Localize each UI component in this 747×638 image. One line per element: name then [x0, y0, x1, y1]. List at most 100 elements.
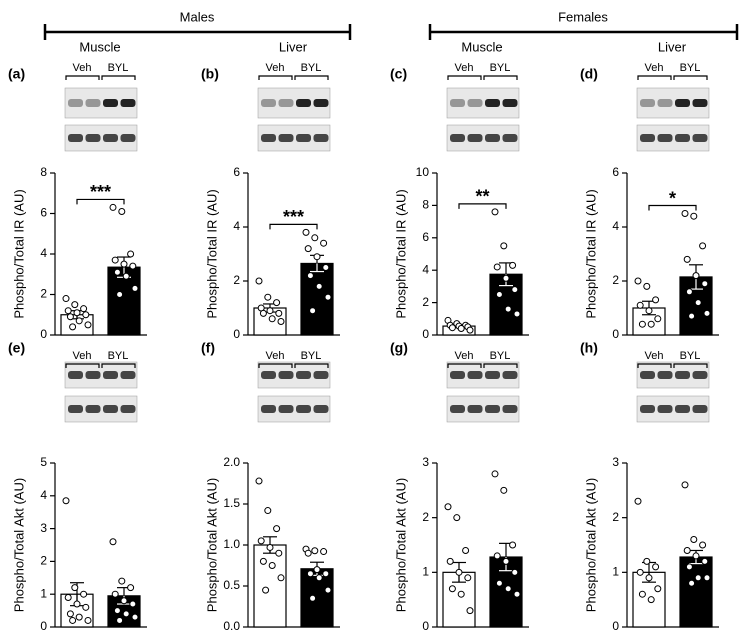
y-axis-label: Phospho/Total Akt (AU) — [583, 478, 598, 612]
data-point — [685, 288, 693, 296]
data-point — [502, 274, 510, 282]
blot-bracket — [65, 363, 100, 368]
y-tick-label: 2.0 — [223, 455, 240, 469]
blot-label: BYL — [680, 350, 701, 362]
blot-label: BYL — [490, 350, 511, 362]
data-point — [701, 557, 709, 565]
blot-label: BYL — [490, 62, 511, 74]
data-point — [690, 212, 698, 220]
blot-band — [261, 371, 276, 379]
blot-band — [120, 371, 136, 379]
data-point — [304, 549, 312, 557]
data-point — [692, 552, 700, 560]
data-point — [262, 586, 270, 594]
data-point — [62, 295, 70, 303]
blot-band — [692, 405, 708, 413]
data-point — [513, 590, 521, 598]
panel-label: (c) — [390, 66, 407, 82]
data-point — [636, 568, 644, 576]
data-point — [80, 590, 88, 598]
panel-label: (f) — [201, 340, 215, 356]
blot-label: BYL — [108, 350, 129, 362]
blot-band — [640, 134, 655, 142]
data-point — [466, 326, 474, 334]
blot-bracket — [294, 363, 329, 368]
data-point — [699, 541, 707, 549]
panel-label: (d) — [580, 66, 598, 82]
data-point — [273, 525, 281, 533]
data-point — [324, 586, 332, 594]
blot-band — [450, 371, 465, 379]
y-tick-label: 2 — [612, 510, 619, 524]
data-point — [500, 486, 508, 494]
blot-band — [278, 134, 294, 142]
data-point — [73, 600, 81, 608]
data-point — [306, 272, 314, 280]
data-point — [111, 590, 119, 598]
y-tick-label: 5 — [40, 455, 47, 469]
blot-label: Veh — [455, 350, 474, 362]
data-point — [647, 320, 655, 328]
blot-band — [485, 134, 500, 142]
data-point — [309, 594, 317, 602]
y-tick-label: 1 — [422, 565, 429, 579]
blot-band — [120, 405, 136, 413]
data-point — [111, 256, 119, 264]
blot-band — [467, 405, 483, 413]
data-point — [509, 541, 517, 549]
y-tick-label: 4 — [612, 219, 619, 233]
data-point — [116, 616, 124, 624]
blot-band — [657, 405, 673, 413]
data-point — [277, 318, 285, 325]
data-point — [513, 310, 521, 318]
data-point — [457, 325, 465, 333]
data-point — [82, 603, 90, 611]
data-point — [266, 543, 274, 551]
blot — [446, 87, 520, 119]
y-tick-label: 6 — [422, 230, 429, 244]
data-point — [638, 320, 646, 328]
panel-label: (h) — [580, 340, 598, 356]
blot-band — [675, 405, 690, 413]
y-tick-label: 1 — [40, 586, 47, 600]
data-point — [109, 538, 117, 546]
y-tick-label: 4 — [422, 262, 429, 276]
blot-label: BYL — [680, 62, 701, 74]
tissue-label: Liver — [658, 39, 687, 54]
blot-band — [278, 99, 294, 107]
sig-bracket — [648, 204, 697, 211]
data-point — [64, 593, 72, 601]
panel-label: (e) — [8, 340, 25, 356]
data-point — [129, 262, 137, 270]
data-point — [113, 607, 121, 615]
data-point — [309, 307, 317, 315]
blot-band — [103, 134, 118, 142]
blot-band — [657, 371, 673, 379]
data-point — [118, 207, 126, 215]
data-point — [113, 268, 121, 276]
blot-band — [296, 371, 311, 379]
significance: *** — [90, 182, 111, 202]
data-point — [62, 497, 70, 505]
y-axis-label: Phospho/Total IR (AU) — [393, 189, 408, 318]
data-point — [322, 570, 330, 578]
blot-bracket — [294, 75, 329, 80]
y-tick-label: 8 — [40, 165, 47, 179]
data-point — [688, 312, 696, 320]
blot-band — [313, 405, 329, 413]
data-point — [645, 574, 653, 582]
y-axis-label: Phospho/Total IR (AU) — [204, 189, 219, 318]
data-point — [502, 557, 510, 565]
data-point — [66, 313, 74, 321]
sig-bracket — [458, 203, 507, 209]
y-tick-label: 6 — [612, 165, 619, 179]
blot-band — [103, 371, 118, 379]
bar — [679, 556, 713, 628]
blot-band — [296, 405, 311, 413]
blot-bracket — [483, 363, 518, 368]
data-point — [448, 324, 456, 332]
y-tick-label: 4 — [233, 219, 240, 233]
blot-label: Veh — [645, 62, 664, 74]
data-point — [703, 574, 711, 582]
blot-bracket — [673, 75, 708, 80]
